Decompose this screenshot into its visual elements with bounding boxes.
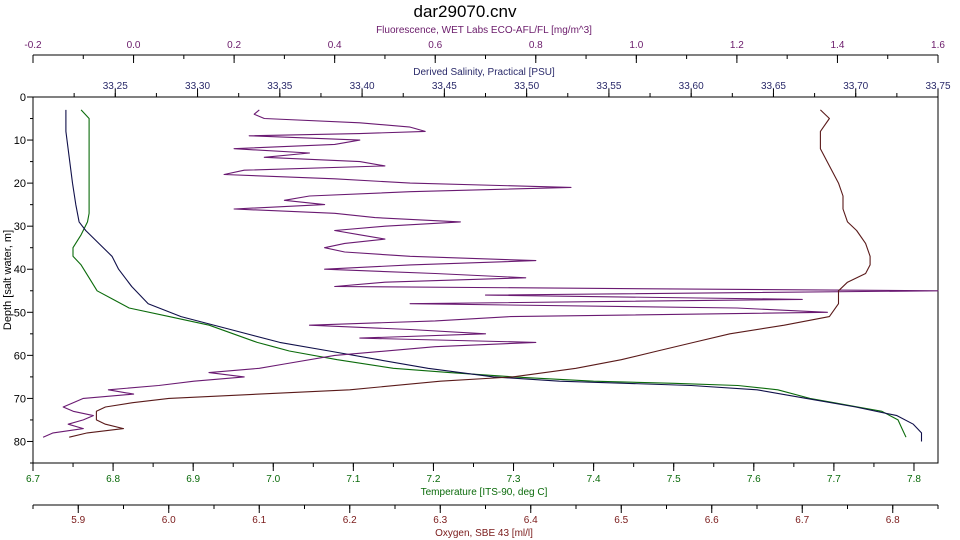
temperature-tick-label: 7.7 [827,474,841,485]
temperature-tick-label: 7.1 [346,474,360,485]
salinity-series-line [65,109,923,442]
temperature-axis: 6.7 6.8 6.9 7.0 7.1 7.2 7.3 7.4 7.5 7.6 7.7 7.8 [26,462,938,485]
depth-tick-label: 40 [14,264,26,276]
oxygen-series-line [69,109,871,438]
depth-tick-label: 70 [14,393,26,405]
oxygen-axis-label: Oxygen, SBE 43 [ml/l] [435,528,533,539]
fluorescence-tick-label: 1.2 [730,40,744,51]
oxygen-tick-label: 6.2 [343,515,357,526]
temperature-axis-label: Temperature [ITS-90, deg C] [421,487,548,498]
fluorescence-tick-label: 0.8 [529,40,543,51]
oxygen-tick-label: 6.5 [614,515,628,526]
salinity-axis-label: Derived Salinity, Practical [PSU] [413,67,555,78]
salinity-tick-label: 33.65 [761,81,786,92]
depth-tick-label: 80 [14,436,26,448]
depth-tick-label: 60 [14,350,26,362]
temperature-tick-label: 7.6 [747,474,761,485]
depth-tick-label: 20 [14,178,26,190]
temperature-tick-label: 7.5 [667,474,681,485]
chart-title: dar29070.cnv [413,2,517,21]
fluorescence-tick-label: 0.4 [328,40,342,51]
temperature-tick-label: 7.0 [266,474,280,485]
salinity-axis: 33.25 33.30 33.35 33.40 33.45 33.50 33.55 33.60… [33,81,951,98]
depth-axis: 0 10 20 30 40 50 60 70 80 [14,92,33,464]
depth-axis-label: Depth [salt water, m] [2,230,14,330]
fluorescence-tick-label: 0.0 [127,40,141,51]
salinity-tick-label: 33.70 [843,81,868,92]
salinity-tick-label: 33.50 [514,81,539,92]
temperature-series-line [72,109,907,438]
salinity-tick-label: 33.45 [432,81,457,92]
salinity-tick-label: 33.40 [350,81,375,92]
temperature-tick-label: 7.3 [507,474,521,485]
oxygen-tick-label: 6.7 [795,515,809,526]
temperature-tick-label: 6.8 [106,474,120,485]
temperature-tick-label: 7.4 [587,474,601,485]
fluorescence-tick-label: 1.0 [629,40,643,51]
depth-tick-label: 10 [14,135,26,147]
salinity-tick-label: 33.30 [185,81,210,92]
temperature-tick-label: 6.9 [186,474,200,485]
oxygen-axis: 5.9 6.0 6.1 6.2 6.3 6.4 6.5 6.6 6.7 6.8 [32,504,939,526]
depth-tick-label: 50 [14,307,26,319]
depth-tick-label: 0 [20,92,26,104]
temperature-tick-label: 6.7 [26,474,40,485]
oxygen-tick-label: 5.9 [71,515,85,526]
fluorescence-tick-label: 1.6 [931,40,945,51]
fluorescence-axis-label: Fluorescence, WET Labs ECO-AFL/FL [mg/m^… [376,25,592,36]
salinity-tick-label: 33.35 [267,81,292,92]
fluorescence-tick-label: -0.2 [24,40,42,51]
oxygen-tick-label: 6.8 [886,515,900,526]
fluorescence-tick-label: 1.4 [830,40,844,51]
oxygen-tick-label: 6.3 [433,515,447,526]
oxygen-tick-label: 6.4 [524,515,538,526]
oxygen-tick-label: 6.1 [252,515,266,526]
fluorescence-tick-label: 0.6 [428,40,442,51]
salinity-tick-label: 33.75 [925,81,950,92]
plot-area [32,96,939,464]
salinity-tick-label: 33.25 [103,81,128,92]
oxygen-tick-label: 6.6 [705,515,719,526]
fluorescence-tick-label: 0.2 [227,40,241,51]
temperature-tick-label: 7.8 [907,474,921,485]
salinity-tick-label: 33.60 [679,81,704,92]
fluorescence-series-line [42,109,939,438]
depth-tick-label: 30 [14,221,26,233]
fluorescence-axis: -0.2 0.0 0.2 0.4 0.6 0.8 1.0 1.2 1.4 1.6 [24,40,945,63]
salinity-tick-label: 33.55 [596,81,621,92]
series-layer [42,109,939,442]
temperature-tick-label: 7.2 [426,474,440,485]
oxygen-tick-label: 6.0 [162,515,176,526]
